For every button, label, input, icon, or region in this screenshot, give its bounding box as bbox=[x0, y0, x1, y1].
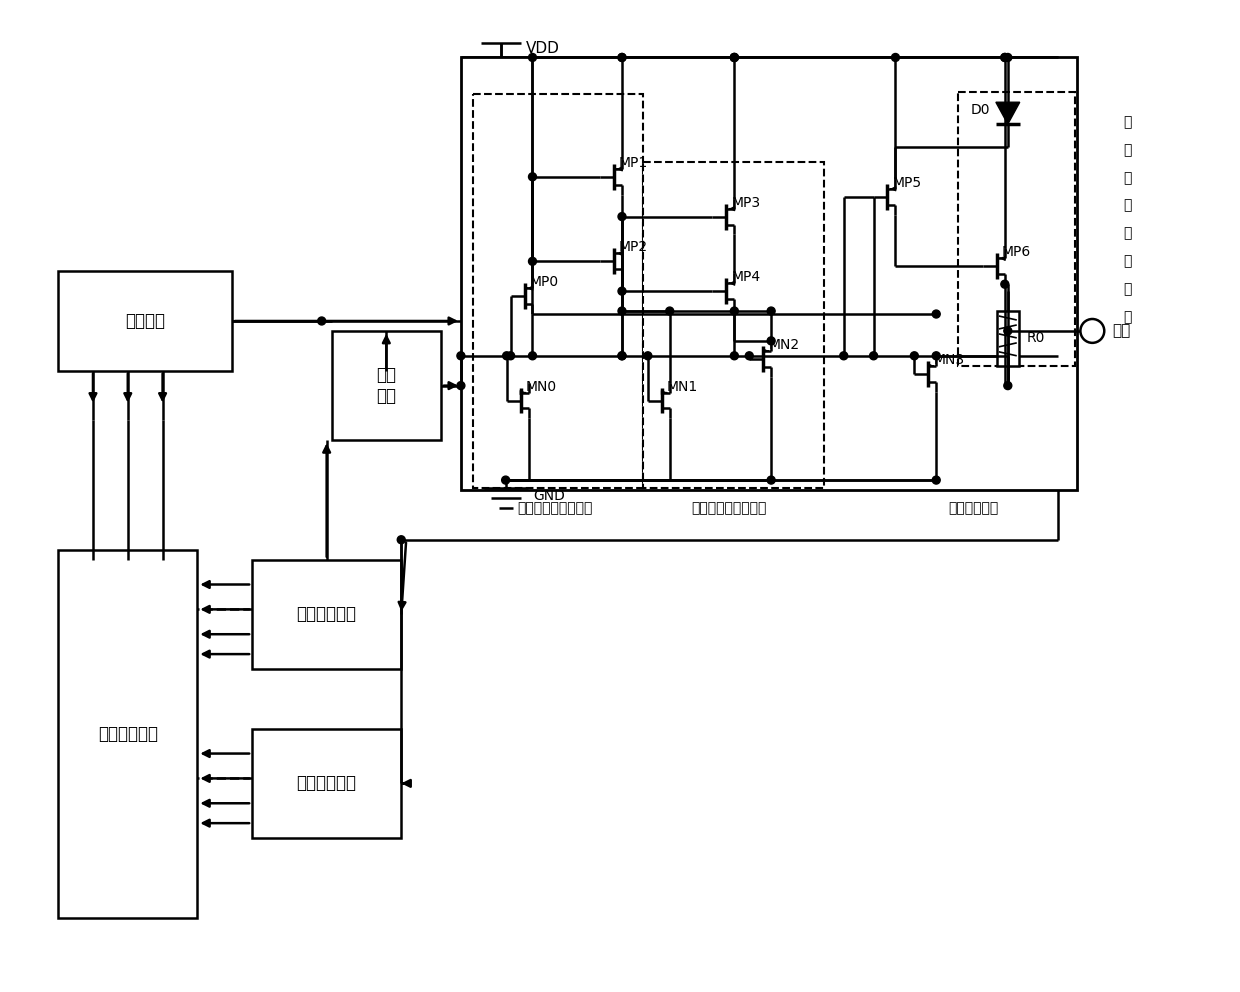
Circle shape bbox=[528, 352, 537, 360]
Text: MP5: MP5 bbox=[893, 176, 921, 189]
Bar bbox=[252, 559, 402, 669]
Circle shape bbox=[618, 287, 626, 296]
Text: 第一级状态控制支路: 第一级状态控制支路 bbox=[517, 501, 593, 515]
Text: MP6: MP6 bbox=[1002, 245, 1032, 259]
Bar bbox=[58, 550, 197, 918]
Circle shape bbox=[1004, 327, 1012, 335]
Polygon shape bbox=[996, 102, 1019, 124]
Circle shape bbox=[618, 308, 626, 315]
Text: MP1: MP1 bbox=[619, 156, 649, 170]
Circle shape bbox=[317, 317, 326, 325]
Circle shape bbox=[528, 54, 537, 62]
Text: D0: D0 bbox=[971, 103, 990, 117]
Bar bbox=[642, 162, 823, 488]
Text: 输出控制单元: 输出控制单元 bbox=[947, 501, 998, 515]
Circle shape bbox=[730, 308, 738, 315]
Bar bbox=[472, 94, 642, 488]
Text: 第二级状态控制支路: 第二级状态控制支路 bbox=[692, 501, 768, 515]
Bar bbox=[461, 58, 1078, 490]
Circle shape bbox=[730, 54, 738, 62]
Text: MP3: MP3 bbox=[732, 195, 760, 209]
Circle shape bbox=[502, 476, 510, 484]
Circle shape bbox=[397, 536, 405, 544]
Text: 修调寻址模块: 修调寻址模块 bbox=[296, 605, 357, 623]
Circle shape bbox=[1001, 280, 1009, 288]
Text: 保: 保 bbox=[1123, 226, 1131, 240]
Circle shape bbox=[869, 352, 878, 360]
Circle shape bbox=[768, 476, 775, 484]
Text: 输出: 输出 bbox=[1112, 323, 1131, 338]
Circle shape bbox=[528, 257, 537, 265]
Circle shape bbox=[618, 352, 626, 360]
Circle shape bbox=[892, 54, 899, 62]
Bar bbox=[252, 729, 402, 838]
Text: 锁存
模块: 锁存 模块 bbox=[376, 366, 397, 405]
Circle shape bbox=[618, 212, 626, 220]
Circle shape bbox=[768, 308, 775, 315]
Text: 用: 用 bbox=[1123, 143, 1131, 157]
Text: 烧断控制模块: 烧断控制模块 bbox=[296, 775, 357, 793]
Bar bbox=[58, 271, 232, 371]
Text: GND: GND bbox=[533, 489, 565, 503]
Text: 口: 口 bbox=[1123, 198, 1131, 212]
Text: 复: 复 bbox=[1123, 115, 1131, 129]
Circle shape bbox=[932, 352, 940, 360]
Circle shape bbox=[730, 54, 738, 62]
Text: MP4: MP4 bbox=[732, 270, 760, 285]
Circle shape bbox=[644, 352, 652, 360]
Text: VDD: VDD bbox=[526, 41, 559, 56]
Text: 单: 单 bbox=[1123, 282, 1131, 297]
Text: 修调阵列模块: 修调阵列模块 bbox=[98, 725, 157, 743]
Circle shape bbox=[618, 54, 626, 62]
Text: MP2: MP2 bbox=[619, 240, 649, 254]
Text: MN1: MN1 bbox=[667, 380, 698, 394]
Circle shape bbox=[1004, 382, 1012, 390]
Text: 护: 护 bbox=[1123, 254, 1131, 268]
Text: MP0: MP0 bbox=[529, 275, 559, 290]
Text: 端: 端 bbox=[1123, 171, 1131, 185]
Circle shape bbox=[666, 308, 673, 315]
Text: 内部电路: 内部电路 bbox=[125, 312, 165, 330]
Circle shape bbox=[1001, 54, 1009, 62]
Circle shape bbox=[932, 310, 940, 318]
Circle shape bbox=[528, 173, 537, 181]
Circle shape bbox=[618, 54, 626, 62]
Circle shape bbox=[507, 352, 515, 360]
Circle shape bbox=[456, 352, 465, 360]
Circle shape bbox=[745, 352, 753, 360]
Circle shape bbox=[1001, 54, 1009, 62]
Circle shape bbox=[730, 54, 738, 62]
Text: R0: R0 bbox=[1027, 331, 1045, 345]
Circle shape bbox=[618, 352, 626, 360]
Text: MN2: MN2 bbox=[768, 338, 800, 352]
Bar bbox=[331, 331, 441, 440]
Text: MN3: MN3 bbox=[934, 353, 965, 367]
Text: 元: 元 bbox=[1123, 310, 1131, 324]
Circle shape bbox=[910, 352, 919, 360]
Circle shape bbox=[1004, 54, 1012, 62]
Circle shape bbox=[502, 352, 511, 360]
Circle shape bbox=[768, 337, 775, 345]
Circle shape bbox=[932, 476, 940, 484]
Bar bbox=[959, 92, 1075, 366]
Bar bbox=[997, 311, 1019, 366]
Circle shape bbox=[839, 352, 848, 360]
Circle shape bbox=[730, 352, 738, 360]
Text: MN0: MN0 bbox=[526, 380, 557, 394]
Circle shape bbox=[456, 382, 465, 390]
